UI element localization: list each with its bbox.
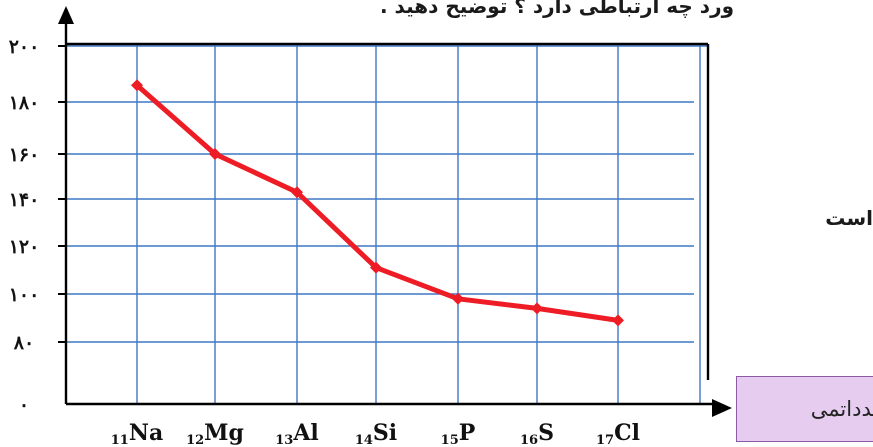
data-point bbox=[209, 148, 221, 160]
y-tick-label: ۸۰ bbox=[13, 332, 34, 354]
data-point bbox=[131, 79, 143, 92]
y-tick-label: ۱۴۰ bbox=[9, 189, 40, 211]
series-layer bbox=[131, 79, 624, 327]
x-tick-label: 16S bbox=[520, 420, 554, 447]
x-axis-arrow bbox=[712, 399, 732, 417]
chart-axes bbox=[58, 6, 732, 417]
y-tick-label: ۱۲۰ bbox=[9, 236, 40, 258]
x-tick-label: 13Al bbox=[275, 420, 319, 447]
y-tick-label: ۱۶۰ bbox=[9, 144, 40, 166]
data-point bbox=[370, 261, 382, 274]
y-tick-labels: ۲۰۰ ۱۸۰ ۱۶۰ ۱۴۰ ۱۲۰ ۱۰۰ ۸۰ ۰ bbox=[9, 36, 40, 416]
x-axis-label-box: عدداتمی bbox=[736, 376, 873, 442]
y-tick-label: ۱۰۰ bbox=[9, 284, 40, 306]
x-tick-label: 14Si bbox=[355, 420, 397, 447]
y-tick-label: ۰ bbox=[19, 394, 29, 416]
x-tick-label: 15P bbox=[441, 420, 476, 447]
data-point bbox=[291, 186, 303, 199]
x-tick-label: 11Na bbox=[111, 420, 163, 447]
x-tick-label: 12Mg bbox=[186, 420, 244, 447]
side-text: است bbox=[825, 206, 873, 230]
x-tick-labels: 11Na 12Mg 13Al 14Si 15P 16S 17Cl bbox=[111, 420, 640, 447]
question-text: ورد چه ارتباطی دارد ؟ توضیح دهید . bbox=[380, 0, 735, 18]
data-point bbox=[612, 314, 624, 327]
y-axis-arrow bbox=[58, 6, 74, 24]
x-axis-label: عدداتمی bbox=[810, 397, 873, 421]
series-line bbox=[135, 83, 619, 323]
data-point bbox=[531, 302, 543, 315]
x-tick-label: 17Cl bbox=[596, 420, 640, 447]
y-tick-label: ۱۸۰ bbox=[9, 92, 40, 114]
y-tick-label: ۲۰۰ bbox=[9, 36, 40, 58]
data-point bbox=[452, 292, 464, 305]
chart-grid bbox=[65, 44, 708, 404]
